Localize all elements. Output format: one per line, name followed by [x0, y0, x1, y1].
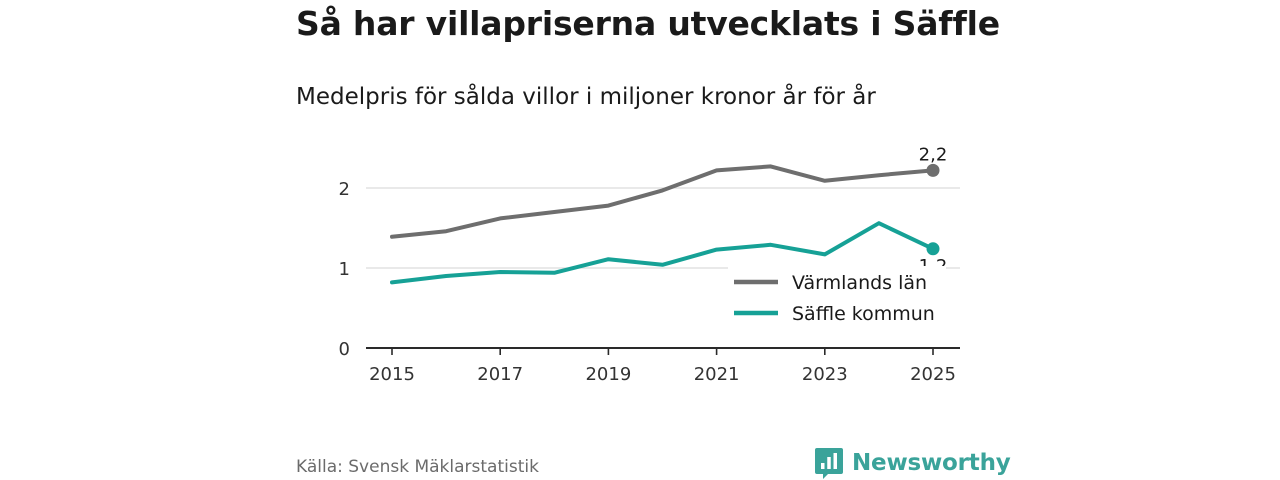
y-tick-label: 2 — [339, 179, 350, 200]
chart-title: Så har villapriserna utvecklats i Säffle — [296, 4, 1000, 43]
bar-chart-icon — [815, 448, 843, 479]
x-tick-label: 2023 — [802, 364, 848, 385]
x-tick-label: 2021 — [694, 364, 740, 385]
series-line-saffle-kommun — [390, 221, 935, 285]
end-value-label: 2,2 — [919, 144, 948, 165]
end-point — [926, 163, 940, 177]
x-tick-label: 2017 — [477, 364, 523, 385]
legend-background — [728, 266, 946, 332]
end-point — [926, 242, 940, 256]
series-line-varmlands-lan — [390, 164, 935, 239]
series-lines — [390, 163, 940, 285]
y-axis: 0 1 2 — [339, 179, 350, 360]
brand-name: Newsworthy — [852, 450, 1011, 476]
x-tick-label: 2015 — [369, 364, 415, 385]
source-note: Källa: Svensk Mäklarstatistik — [296, 457, 539, 477]
legend-label: Värmlands län — [792, 272, 927, 294]
legend-label: Säffle kommun — [792, 303, 935, 325]
x-axis: 2015 2017 2019 2021 2023 2025 — [366, 347, 960, 385]
end-labels: 2,21,2 — [919, 144, 948, 276]
legend: Värmlands län Säffle kommun — [728, 266, 946, 332]
y-tick-label: 0 — [339, 339, 350, 360]
y-tick-label: 1 — [339, 259, 350, 280]
x-tick-label: 2019 — [585, 364, 631, 385]
chart-subtitle: Medelpris för sålda villor i miljoner kr… — [296, 84, 876, 110]
x-tick-label: 2025 — [910, 364, 956, 385]
newsworthy-logo[interactable]: Newsworthy — [814, 446, 1011, 480]
